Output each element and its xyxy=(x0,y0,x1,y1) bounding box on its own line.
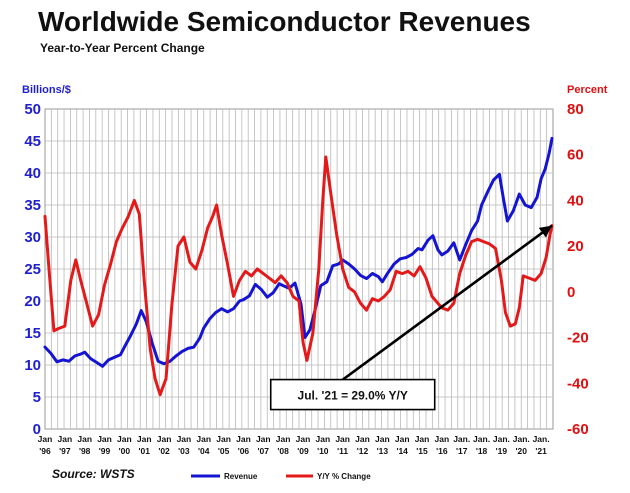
annotation: Jul. '21 = 29.0% Y/Y xyxy=(269,224,553,411)
left-tick-label: 40 xyxy=(24,165,41,182)
yoy-change-line xyxy=(43,155,554,397)
x-tick-label-month: Jan xyxy=(97,434,112,444)
x-tick-label-month: Jan. xyxy=(533,434,550,444)
revenue-line xyxy=(43,136,554,368)
x-tick-label-month: Jan xyxy=(435,434,450,444)
x-tick-label-month: Jan xyxy=(256,434,271,444)
x-tick-label-month: Jan xyxy=(395,434,410,444)
x-tick-label-year: '98 xyxy=(79,446,91,456)
x-tick-label-year: '10 xyxy=(317,446,329,456)
x-tick-label-month: Jan xyxy=(355,434,370,444)
x-tick-label-month: Jan xyxy=(157,434,172,444)
right-tick-label: 40 xyxy=(567,192,584,209)
x-tick-label-year: '06 xyxy=(238,446,250,456)
x-tick-label-year: '19 xyxy=(496,446,508,456)
x-tick-label-year: '02 xyxy=(158,446,170,456)
annotation-box xyxy=(269,378,436,411)
x-tick-label-month: Jan xyxy=(415,434,430,444)
x-tick-label-year: '14 xyxy=(396,446,408,456)
left-tick-label: 25 xyxy=(24,261,41,278)
right-tick-label: -20 xyxy=(567,330,589,347)
x-tick-label-year: '11 xyxy=(337,446,348,456)
x-tick-label-month: Jan xyxy=(77,434,92,444)
x-tick-label-year: '12 xyxy=(357,446,369,456)
right-tick-label: 60 xyxy=(567,147,584,164)
left-tick-label: 0 xyxy=(33,421,41,438)
left-axis-label: Billions/$ xyxy=(22,84,71,96)
right-tick-label: -40 xyxy=(567,375,589,392)
x-axis-ticks: Jan '96 Jan '97 Jan '98 Jan '99 Jan '00 Jan '01 Jan '… xyxy=(38,434,550,456)
x-tick-label-month: Jan xyxy=(196,434,211,444)
x-tick-label-month: Jan xyxy=(177,434,192,444)
left-tick-label: 45 xyxy=(24,133,41,150)
x-tick-label-month: Jan xyxy=(58,434,73,444)
annotation-text: Jul. '21 = 29.0% Y/Y xyxy=(298,389,408,403)
x-tick-label-year: '97 xyxy=(59,446,71,456)
x-tick-label-month: Jan xyxy=(216,434,231,444)
right-tick-label: 80 xyxy=(567,101,584,118)
left-tick-label: 5 xyxy=(33,389,41,406)
right-axis-label: Percent xyxy=(567,84,608,96)
annotation-arrow-line xyxy=(333,224,553,387)
x-tick-label-month: Jan xyxy=(375,434,390,444)
chart-subtitle: Year-to-Year Percent Change xyxy=(40,41,205,55)
legend: Revenue Y/Y % Change xyxy=(191,472,371,481)
x-tick-label-year: '05 xyxy=(218,446,230,456)
x-tick-label-year: '96 xyxy=(39,446,51,456)
x-tick-label-month: Jan xyxy=(276,434,291,444)
left-tick-label: 10 xyxy=(24,357,41,374)
x-tick-label-month: Jan xyxy=(117,434,132,444)
x-tick-label-month: Jan. xyxy=(493,434,510,444)
right-tick-label: -60 xyxy=(567,421,589,438)
right-tick-label: 20 xyxy=(567,238,584,255)
series-lines xyxy=(43,136,554,397)
x-tick-label-month: Jan. xyxy=(513,434,530,444)
x-tick-label-year: '15 xyxy=(416,446,428,456)
left-tick-label: 35 xyxy=(24,197,41,214)
left-axis-ticks: 0 5 10 15 20 25 30 35 40 45 50 xyxy=(24,101,41,438)
grid xyxy=(44,108,554,430)
right-tick-label: 0 xyxy=(567,284,575,301)
x-tick-label-month: Jan xyxy=(38,434,53,444)
x-tick-label-year: '16 xyxy=(436,446,448,456)
x-tick-label-year: '00 xyxy=(119,446,131,456)
left-tick-label: 50 xyxy=(24,101,41,118)
x-tick-label-month: Jan. xyxy=(453,434,470,444)
right-axis-ticks: -60 -40 -20 0 20 40 60 80 xyxy=(567,101,589,438)
x-tick-label-month: Jan xyxy=(315,434,330,444)
legend-yoy-label: Y/Y % Change xyxy=(317,472,371,481)
x-tick-label-year: '17 xyxy=(456,446,468,456)
left-tick-label: 30 xyxy=(24,229,41,246)
x-tick-label-year: '09 xyxy=(297,446,309,456)
x-tick-label-year: '01 xyxy=(138,446,150,456)
x-tick-label-year: '18 xyxy=(476,446,488,456)
annotation-arrow-head xyxy=(538,225,553,238)
left-tick-label: 15 xyxy=(24,325,41,342)
x-tick-label-year: '99 xyxy=(99,446,111,456)
x-tick-label-month: Jan. xyxy=(473,434,490,444)
left-tick-label: 20 xyxy=(24,293,41,310)
x-tick-label-month: Jan xyxy=(335,434,350,444)
chart-title: Worldwide Semiconductor Revenues xyxy=(38,6,531,37)
x-tick-label-year: '07 xyxy=(258,446,270,456)
x-tick-label-year: '03 xyxy=(178,446,190,456)
x-tick-label-month: Jan xyxy=(137,434,152,444)
x-tick-label-year: '20 xyxy=(516,446,528,456)
source-label: Source: WSTS xyxy=(52,467,135,481)
x-tick-label-year: '13 xyxy=(377,446,389,456)
x-tick-label-year: '08 xyxy=(277,446,289,456)
legend-revenue-label: Revenue xyxy=(224,472,258,481)
x-tick-label-month: Jan xyxy=(236,434,251,444)
x-tick-label-month: Jan xyxy=(296,434,311,444)
x-tick-label-year: '04 xyxy=(198,446,210,456)
x-tick-label-year: '21 xyxy=(535,446,547,456)
